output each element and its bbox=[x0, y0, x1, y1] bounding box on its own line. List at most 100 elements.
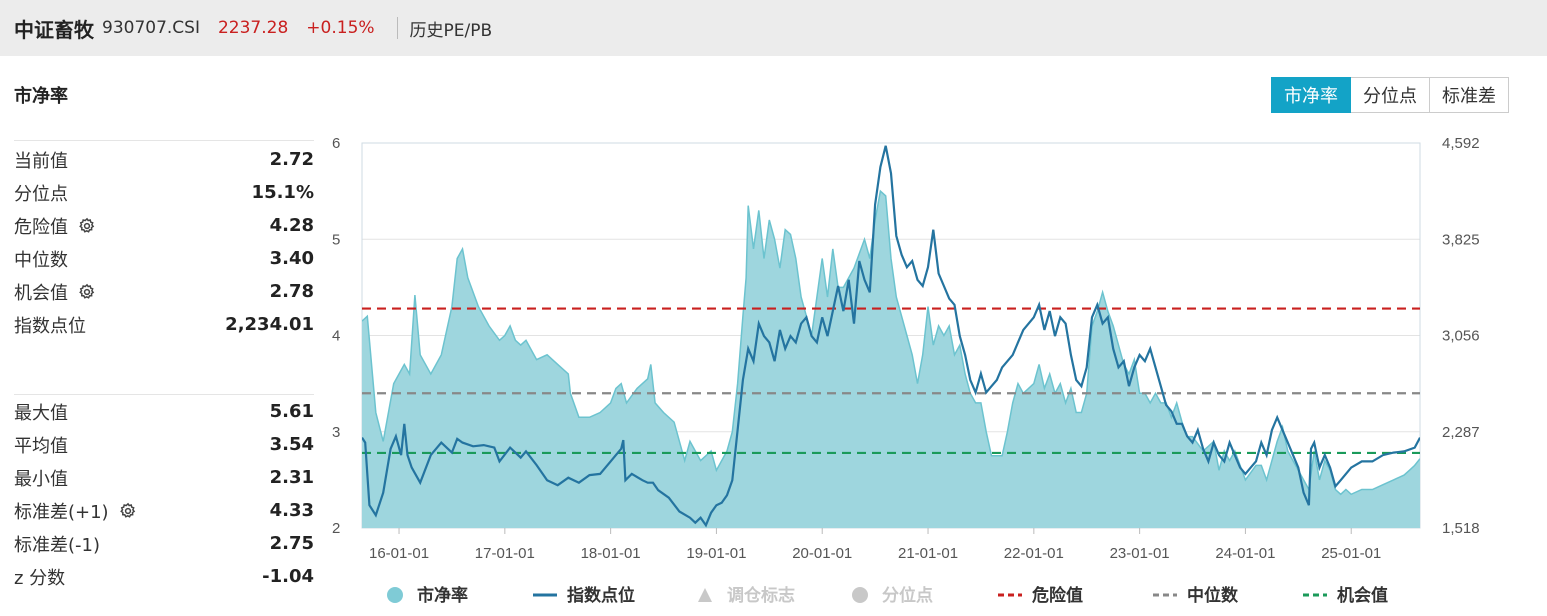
legend-marker bbox=[852, 587, 868, 603]
stats-panel-bottom: 最大值 5.61 平均值 3.54 最小值 2.31 标准差(+1) 4.33 标准差(-1) 2… bbox=[14, 395, 314, 593]
x-tick-label: 23-01-01 bbox=[1110, 545, 1170, 562]
legend-item[interactable]: 指数点位 bbox=[533, 585, 635, 606]
metric-tabs: 市净率 分位点 标准差 bbox=[1271, 77, 1509, 113]
stat-label-text: 指数点位 bbox=[14, 315, 86, 337]
stat-row: 指数点位 2,234.01 bbox=[14, 308, 314, 341]
x-tick-label: 18-01-01 bbox=[581, 545, 641, 562]
y-left-tick-label: 4 bbox=[332, 328, 340, 345]
legend-label: 危险值 bbox=[1031, 585, 1083, 606]
x-tick-label: 25-01-01 bbox=[1321, 545, 1381, 562]
stat-label: 危险值 bbox=[14, 213, 96, 239]
stat-row: 平均值 3.54 bbox=[14, 428, 314, 461]
stat-value: 4.33 bbox=[269, 500, 314, 521]
stat-row: z 分数 -1.04 bbox=[14, 560, 314, 593]
stat-label-text: 分位点 bbox=[14, 183, 68, 205]
pb-line bbox=[362, 189, 1420, 496]
header-bar: 中证畜牧 930707.CSI 2237.28 +0.15% 历史PE/PB bbox=[0, 0, 1547, 56]
stat-label: 指数点位 bbox=[14, 312, 86, 338]
stat-value: 5.61 bbox=[269, 401, 314, 422]
stat-label-text: 当前值 bbox=[14, 150, 68, 172]
stat-row: 中位数 3.40 bbox=[14, 242, 314, 275]
stat-label: 最小值 bbox=[14, 465, 68, 491]
stat-value: 2,234.01 bbox=[225, 314, 314, 335]
x-tick-label: 24-01-01 bbox=[1215, 545, 1275, 562]
legend-label: 市净率 bbox=[417, 585, 468, 606]
y-right-tick-label: 2,287 bbox=[1442, 424, 1480, 441]
legend-label: 指数点位 bbox=[567, 585, 635, 606]
header-separator bbox=[396, 17, 398, 39]
stat-label-text: 危险值 bbox=[14, 216, 68, 238]
legend-item[interactable]: 市净率 bbox=[387, 585, 468, 606]
section-title: 市净率 bbox=[14, 86, 68, 107]
y-left-tick-label: 2 bbox=[332, 520, 340, 537]
index-line bbox=[362, 145, 1420, 528]
legend-marker bbox=[698, 588, 712, 602]
stat-label-text: 机会值 bbox=[14, 282, 68, 304]
x-tick-label: 19-01-01 bbox=[686, 545, 746, 562]
y-left-tick-label: 5 bbox=[332, 231, 340, 248]
stat-value: 4.28 bbox=[269, 215, 314, 236]
stat-label-text: 标准差(-1) bbox=[14, 534, 100, 556]
stat-value: 3.40 bbox=[269, 248, 314, 269]
gear-icon[interactable] bbox=[78, 217, 96, 235]
stat-row: 标准差(+1) 4.33 bbox=[14, 494, 314, 527]
stats-divider bbox=[14, 394, 314, 395]
stat-label-text: z 分数 bbox=[14, 567, 66, 589]
stat-label: 最大值 bbox=[14, 399, 68, 425]
stat-row: 当前值 2.72 bbox=[14, 143, 314, 176]
legend-label: 中位数 bbox=[1187, 585, 1239, 606]
stat-label: 机会值 bbox=[14, 279, 96, 305]
index-price: 2237.28 bbox=[217, 18, 289, 38]
legend-item[interactable]: 危险值 bbox=[998, 585, 1083, 606]
y-right-tick-label: 3,825 bbox=[1442, 231, 1480, 248]
stat-row: 最大值 5.61 bbox=[14, 395, 314, 428]
stat-value: 2.72 bbox=[269, 149, 314, 170]
y-left-tick-label: 3 bbox=[332, 424, 340, 441]
legend-item[interactable]: 分位点 bbox=[852, 585, 933, 606]
y-right-tick-label: 3,056 bbox=[1442, 328, 1480, 345]
tab-stddev[interactable]: 标准差 bbox=[1430, 77, 1509, 113]
legend-item[interactable]: 中位数 bbox=[1153, 585, 1239, 606]
stat-label: 标准差(-1) bbox=[14, 531, 100, 557]
x-tick-label: 16-01-01 bbox=[369, 545, 429, 562]
stat-row: 机会值 2.78 bbox=[14, 275, 314, 308]
stat-label-text: 最小值 bbox=[14, 468, 68, 490]
stat-row: 危险值 4.28 bbox=[14, 209, 314, 242]
legend-label: 调仓标志 bbox=[727, 585, 795, 606]
index-code: 930707.CSI bbox=[102, 18, 200, 38]
stat-label: 标准差(+1) bbox=[14, 498, 137, 524]
stat-label-text: 平均值 bbox=[14, 435, 68, 457]
stat-row: 分位点 15.1% bbox=[14, 176, 314, 209]
pb-area bbox=[362, 191, 1420, 528]
stats-panel-top: 当前值 2.72 分位点 15.1% 危险值 4.28 中位数 3.40 机会值 2.78 指数点位… bbox=[14, 143, 314, 341]
y-right-tick-label: 1,518 bbox=[1442, 520, 1480, 537]
index-change: +0.15% bbox=[306, 18, 375, 38]
stat-label: 平均值 bbox=[14, 432, 68, 458]
stat-row: 最小值 2.31 bbox=[14, 461, 314, 494]
legend-marker bbox=[387, 587, 403, 603]
gear-icon[interactable] bbox=[78, 283, 96, 301]
legend-label: 分位点 bbox=[882, 585, 933, 606]
legend-item[interactable]: 机会值 bbox=[1303, 585, 1388, 606]
y-right-tick-label: 4,592 bbox=[1442, 135, 1480, 152]
stats-divider bbox=[14, 140, 314, 141]
index-name: 中证畜牧 bbox=[14, 17, 94, 42]
stat-label: z 分数 bbox=[14, 564, 65, 590]
x-tick-label: 17-01-01 bbox=[475, 545, 535, 562]
stat-label-text: 最大值 bbox=[14, 402, 68, 424]
stat-value: -1.04 bbox=[262, 566, 314, 587]
tab-pb[interactable]: 市净率 bbox=[1271, 77, 1351, 113]
gear-icon[interactable] bbox=[119, 502, 137, 520]
stat-row: 标准差(-1) 2.75 bbox=[14, 527, 314, 560]
x-tick-label: 20-01-01 bbox=[792, 545, 852, 562]
stat-label: 当前值 bbox=[14, 147, 68, 173]
stat-value: 2.78 bbox=[269, 281, 314, 302]
stat-label: 分位点 bbox=[14, 180, 68, 206]
legend-item[interactable]: 调仓标志 bbox=[698, 585, 795, 606]
stat-label: 中位数 bbox=[14, 246, 68, 272]
tab-percentile[interactable]: 分位点 bbox=[1351, 77, 1430, 113]
y-left-tick-label: 6 bbox=[332, 135, 340, 152]
stat-label-text: 标准差(+1) bbox=[14, 501, 109, 523]
stat-value: 15.1% bbox=[251, 182, 314, 203]
x-tick-label: 21-01-01 bbox=[898, 545, 958, 562]
